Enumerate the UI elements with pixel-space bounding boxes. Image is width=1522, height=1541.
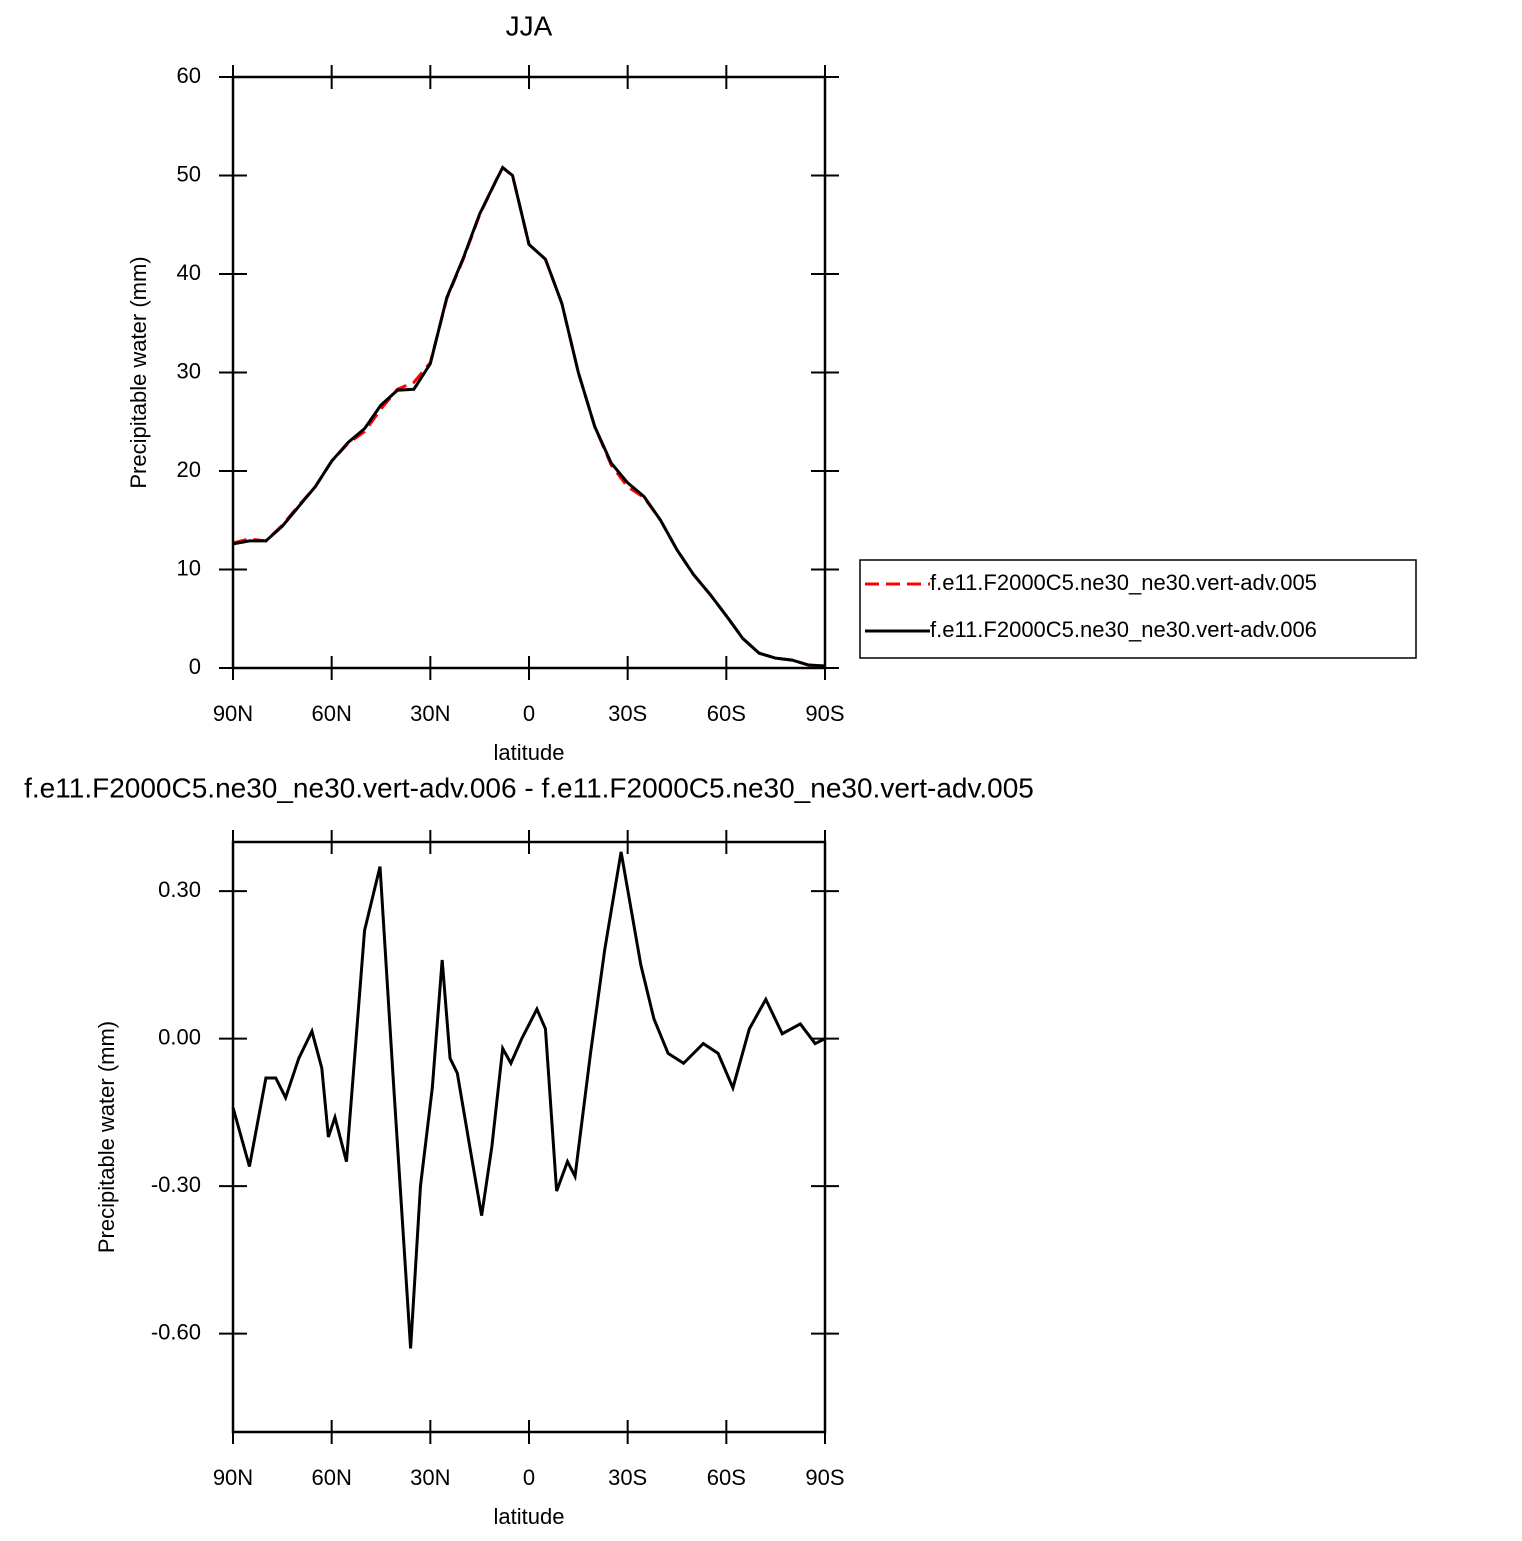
y-axis-label: Precipitable water (mm) — [94, 1021, 119, 1253]
x-tick-label: 90S — [805, 701, 844, 726]
x-tick-label: 60S — [707, 1465, 746, 1490]
legend-box — [859, 559, 1417, 659]
x-tick-label: 30N — [410, 1465, 450, 1490]
data-line — [232, 165, 826, 668]
x-tick-label: 0 — [523, 1465, 535, 1490]
y-tick-label: 0.00 — [158, 1024, 201, 1049]
x-tick-label: 90N — [213, 1465, 253, 1490]
y-tick-label: 20 — [177, 457, 201, 482]
y-tick-label: 60 — [177, 63, 201, 88]
x-tick-label: 0 — [523, 701, 535, 726]
y-tick-label: 40 — [177, 260, 201, 285]
y-tick-label: -0.30 — [151, 1172, 201, 1197]
y-tick-label: 50 — [177, 161, 201, 186]
plot-frame — [231, 75, 827, 670]
x-tick-label: 90S — [805, 1465, 844, 1490]
y-tick-label: 0.30 — [158, 877, 201, 902]
x-tick-label: 60N — [311, 1465, 351, 1490]
y-tick-label: 30 — [177, 358, 201, 383]
x-axis-label: latitude — [494, 1504, 565, 1529]
plot-frame — [231, 840, 827, 1434]
x-tick-label: 60S — [707, 701, 746, 726]
x-axis-label: latitude — [494, 740, 565, 765]
legend-label: f.e11.F2000C5.ne30_ne30.vert-adv.005 — [930, 570, 1317, 595]
chart-title: JJA — [506, 10, 553, 41]
x-tick-label: 30N — [410, 701, 450, 726]
x-tick-label: 60N — [311, 701, 351, 726]
data-line — [231, 851, 826, 1349]
legend-label: f.e11.F2000C5.ne30_ne30.vert-adv.006 — [930, 617, 1317, 642]
y-tick-label: 0 — [189, 654, 201, 679]
x-tick-label: 30S — [608, 701, 647, 726]
x-tick-label: 90N — [213, 701, 253, 726]
y-axis-label: Precipitable water (mm) — [126, 256, 151, 488]
chart-title: f.e11.F2000C5.ne30_ne30.vert-adv.006 - f… — [24, 772, 1034, 803]
y-tick-label: -0.60 — [151, 1319, 201, 1344]
y-tick-label: 10 — [177, 555, 201, 580]
x-tick-label: 30S — [608, 1465, 647, 1490]
